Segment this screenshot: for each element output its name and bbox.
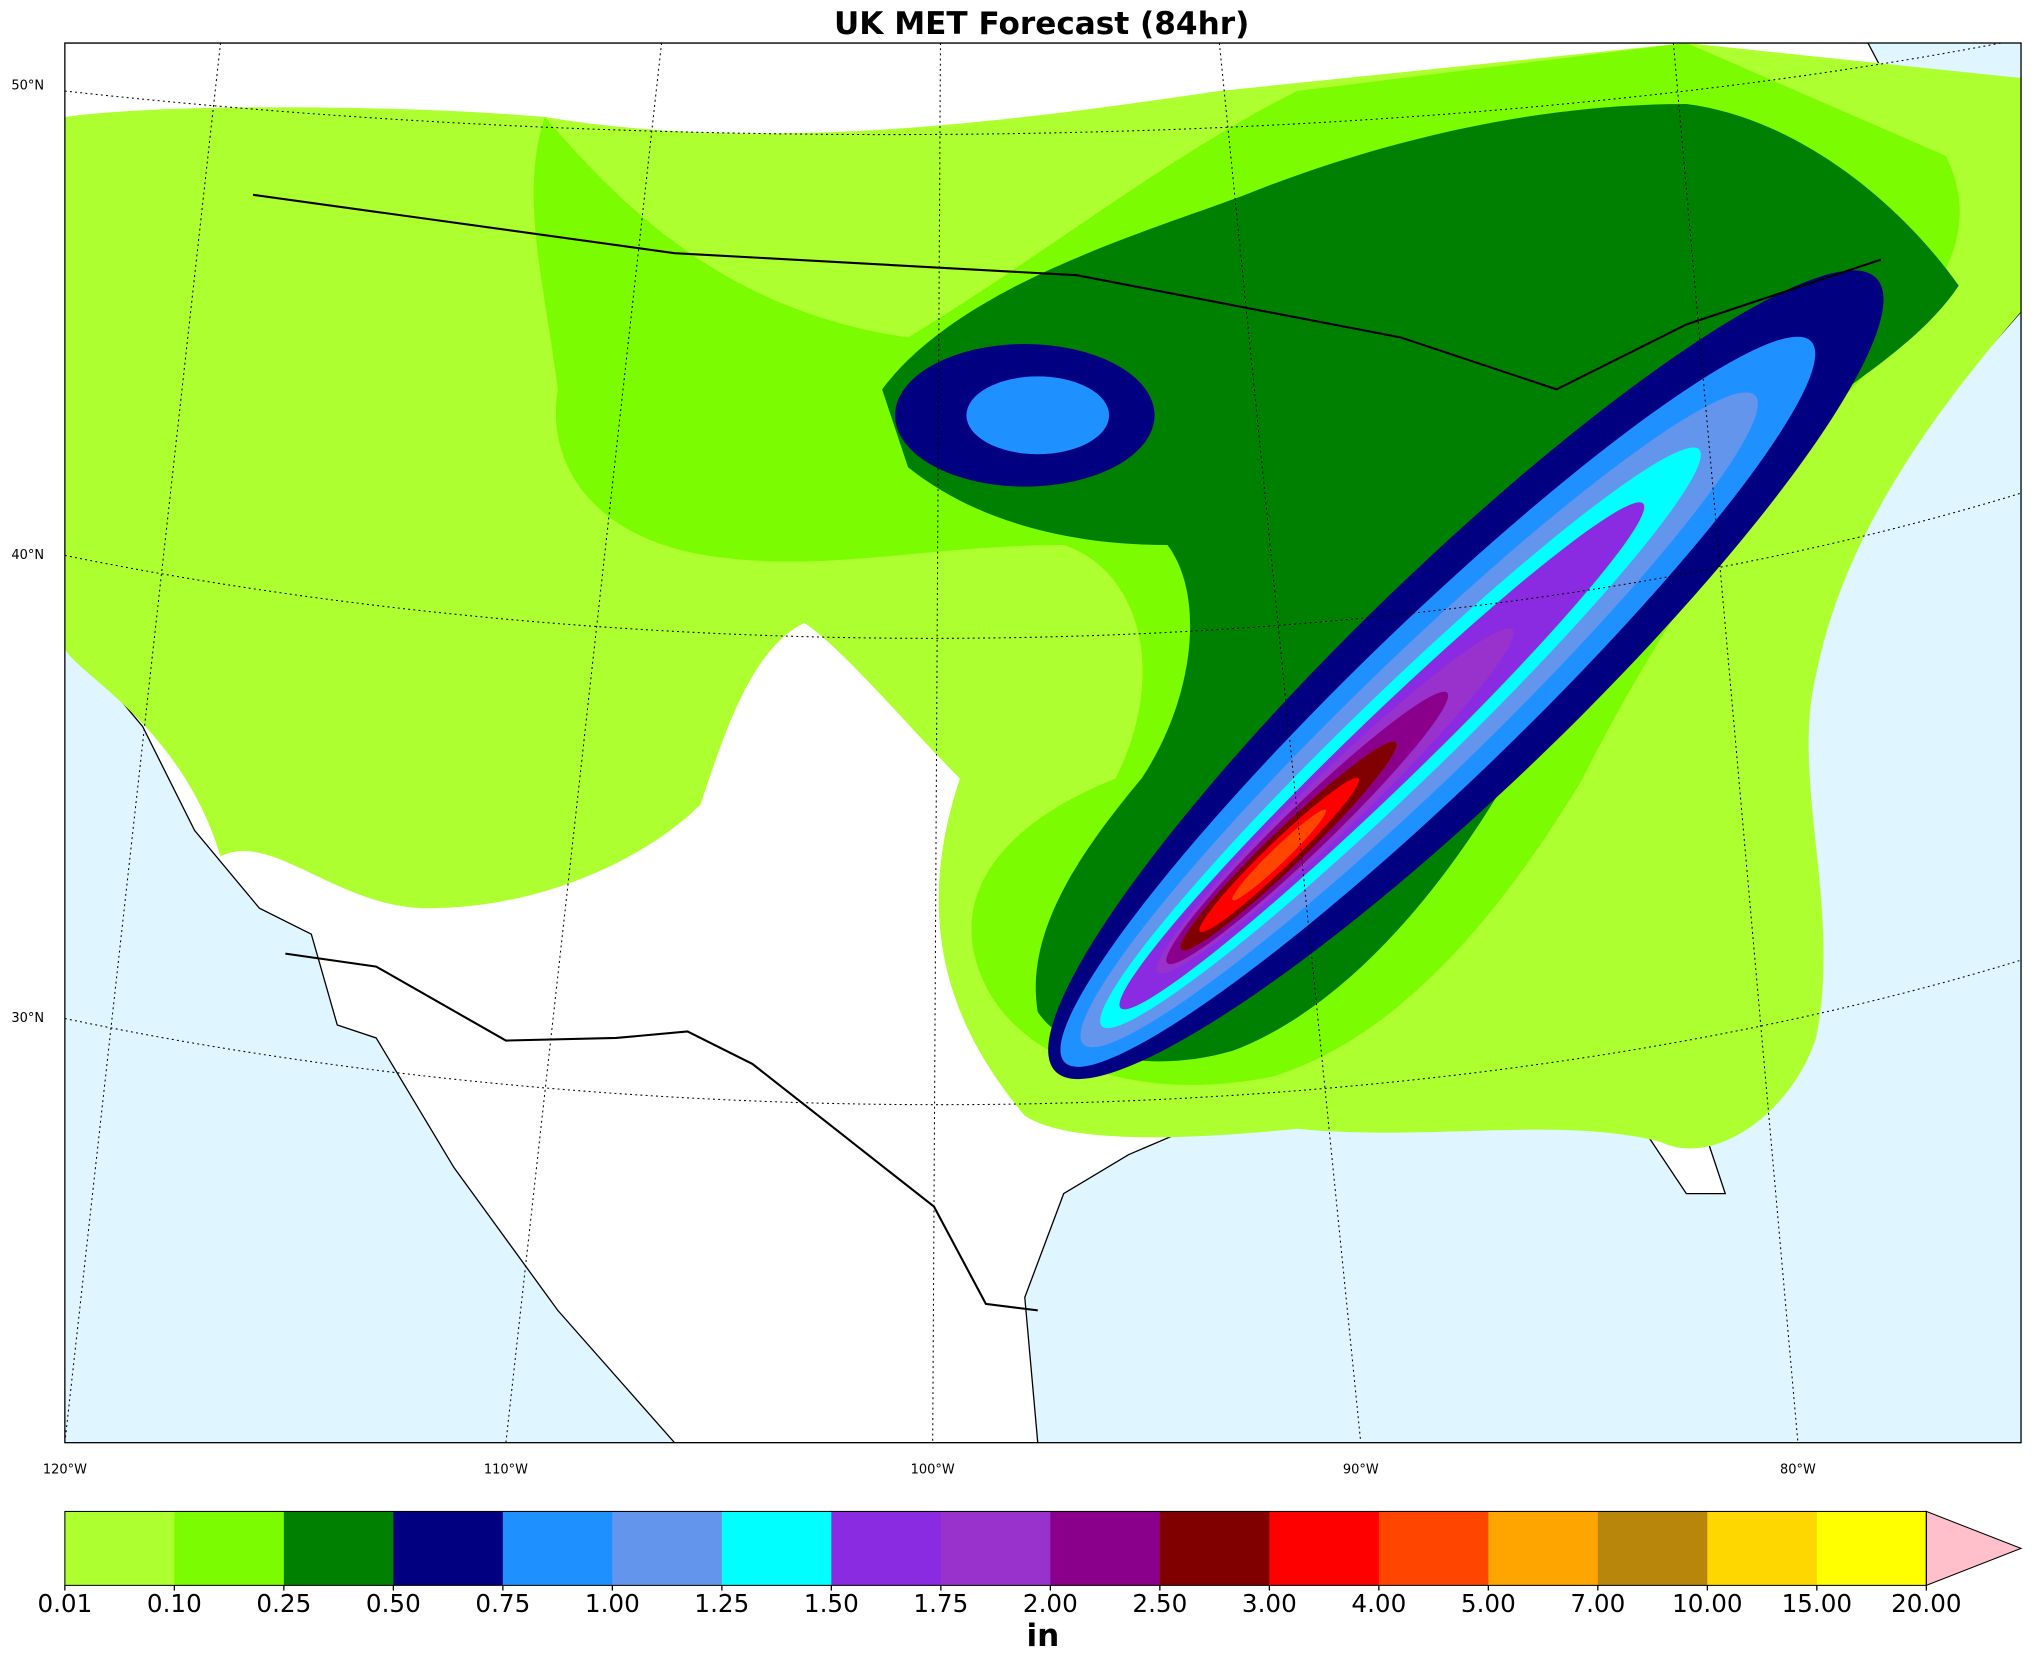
colorbar-bin: [831, 1511, 942, 1586]
precip-core: [966, 376, 1110, 455]
parallel: [64, 492, 2022, 639]
lon-label: 110°W: [484, 1462, 528, 1477]
colorbar-tick-label: 0.25: [256, 1589, 311, 1618]
colorbar-bin: [1597, 1511, 1708, 1586]
meridian: [64, 43, 222, 1443]
lon-label: 90°W: [1343, 1462, 1379, 1477]
colorbar-tick-label: 0.50: [366, 1589, 421, 1618]
colorbar-bin: [1269, 1511, 1380, 1586]
colorbar-bin: [502, 1511, 614, 1586]
colorbar-tick-label: 0.01: [37, 1589, 92, 1618]
colorbar-tick-label: 1.50: [804, 1589, 859, 1618]
colorbar-tick-label: 1.25: [694, 1589, 749, 1618]
lon-label: 120°W: [43, 1462, 87, 1477]
border: [252, 193, 1882, 391]
colorbar-extend: [1925, 1510, 2023, 1587]
colorbar-bin: [1488, 1511, 1599, 1586]
colorbar-bin: [1378, 1511, 1489, 1586]
colorbar-tick-label: 1.00: [585, 1589, 640, 1618]
colorbar-bin: [1707, 1511, 1818, 1586]
colorbar-bin: [612, 1511, 723, 1586]
lat-label: 30°N: [11, 1011, 44, 1026]
colorbar-tick-label: 10.00: [1672, 1589, 1742, 1618]
colorbar-bin: [940, 1511, 1051, 1586]
colorbar-tick-label: 2.50: [1132, 1589, 1187, 1618]
colorbar-tick-label: 15.00: [1782, 1589, 1852, 1618]
meridian: [1218, 43, 1362, 1443]
colorbar-unit: in: [1027, 1618, 1060, 1654]
meridian: [505, 43, 663, 1443]
colorbar-bin: [1816, 1511, 1927, 1586]
colorbar-tick-label: 0.10: [147, 1589, 202, 1618]
colorbar-frame: [64, 1510, 1927, 1586]
parallel: [64, 43, 2004, 136]
colorbar-bin: [721, 1511, 832, 1586]
colorbar-tick-label: 5.00: [1461, 1589, 1516, 1618]
lat-label: 50°N: [11, 78, 44, 93]
meridian: [1672, 43, 1799, 1443]
colorbar-tick-label: 1.75: [913, 1589, 968, 1618]
lon-label: 80°W: [1780, 1462, 1816, 1477]
colorbar-bin: [1159, 1511, 1270, 1586]
colorbar-bin: [283, 1511, 395, 1586]
colorbar-tick-label: 20.00: [1891, 1589, 1961, 1618]
map-frame: [64, 42, 2022, 1444]
border: [285, 952, 1038, 1312]
colorbar-tick-label: 0.75: [475, 1589, 530, 1618]
lon-label: 100°W: [911, 1462, 955, 1477]
precip-core: [1048, 270, 1884, 1080]
colorbar-tick-label: 4.00: [1351, 1589, 1406, 1618]
colorbar-bin: [393, 1511, 504, 1586]
colorbar-bin: [64, 1511, 176, 1586]
colorbar-tick-label: 3.00: [1242, 1589, 1297, 1618]
map-title: UK MET Forecast (84hr): [834, 6, 1249, 42]
colorbar-bin: [174, 1511, 285, 1586]
colorbar-tick-label: 7.00: [1570, 1589, 1625, 1618]
map-area: [64, 43, 2022, 1443]
colorbar-tick-label: 2.00: [1023, 1589, 1078, 1618]
colorbar-bin: [1050, 1511, 1161, 1586]
lat-label: 40°N: [11, 548, 44, 563]
